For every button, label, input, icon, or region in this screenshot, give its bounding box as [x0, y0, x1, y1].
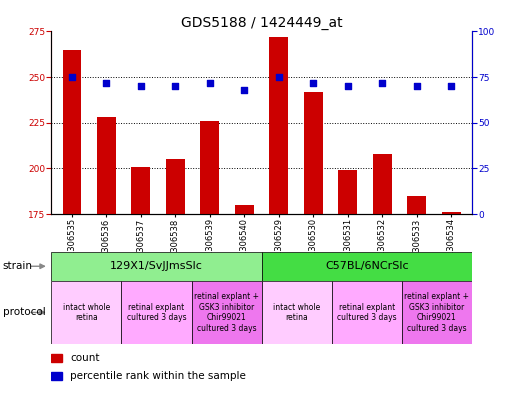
Point	[171, 83, 180, 90]
Text: C57BL/6NCrSlc: C57BL/6NCrSlc	[325, 261, 409, 271]
Text: strain: strain	[3, 261, 32, 271]
Bar	[191, 281, 262, 344]
Bar	[402, 281, 472, 344]
Bar	[339, 170, 358, 214]
Bar	[166, 160, 185, 214]
Text: count: count	[70, 353, 100, 363]
Text: percentile rank within the sample: percentile rank within the sample	[70, 371, 246, 380]
Text: retinal explant +
GSK3 inhibitor
Chir99021
cultured 3 days: retinal explant + GSK3 inhibitor Chir990…	[194, 292, 259, 332]
Point	[275, 74, 283, 80]
Text: retinal explant +
GSK3 inhibitor
Chir99021
cultured 3 days: retinal explant + GSK3 inhibitor Chir990…	[404, 292, 469, 332]
Bar	[262, 252, 472, 281]
Text: retinal explant
cultured 3 days: retinal explant cultured 3 days	[337, 303, 397, 322]
Bar	[122, 281, 191, 344]
Point	[412, 83, 421, 90]
Bar	[131, 167, 150, 214]
Point	[137, 83, 145, 90]
Bar	[269, 37, 288, 214]
Point	[344, 83, 352, 90]
Point	[309, 79, 318, 86]
Text: 129X1/SvJJmsSlc: 129X1/SvJJmsSlc	[110, 261, 203, 271]
Bar	[373, 154, 392, 214]
Point	[103, 79, 111, 86]
Bar	[262, 281, 332, 344]
Title: GDS5188 / 1424449_at: GDS5188 / 1424449_at	[181, 17, 343, 30]
Bar	[63, 50, 82, 214]
Point	[206, 79, 214, 86]
Text: intact whole
retina: intact whole retina	[63, 303, 110, 322]
Bar	[332, 281, 402, 344]
Bar	[51, 252, 262, 281]
Bar	[304, 92, 323, 214]
Bar	[442, 212, 461, 214]
Text: retinal explant
cultured 3 days: retinal explant cultured 3 days	[127, 303, 186, 322]
Bar	[51, 281, 122, 344]
Text: protocol: protocol	[3, 307, 45, 318]
Bar	[407, 196, 426, 214]
Bar	[51, 354, 62, 362]
Point	[447, 83, 456, 90]
Bar	[201, 121, 220, 214]
Point	[68, 74, 76, 80]
Bar	[97, 118, 116, 214]
Point	[240, 87, 248, 93]
Text: intact whole
retina: intact whole retina	[273, 303, 320, 322]
Point	[378, 79, 386, 86]
Bar	[235, 205, 254, 214]
Bar	[51, 372, 62, 380]
